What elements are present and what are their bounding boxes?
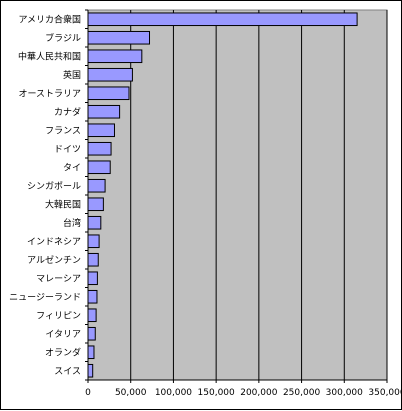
category-label: タイ (63, 162, 81, 173)
x-tick-label: 100,000 (155, 388, 192, 398)
category-label: フランス (45, 125, 81, 136)
bar (87, 271, 98, 286)
category-label: ニュージーランド (9, 292, 81, 303)
bar (87, 86, 130, 101)
bar (87, 234, 100, 249)
category-label: イタリア (45, 329, 81, 340)
bar (87, 252, 99, 267)
category-label: シンガポール (27, 181, 81, 192)
bar (87, 326, 96, 341)
category-label: アメリカ合衆国 (18, 13, 81, 25)
bar (87, 363, 94, 378)
bar (87, 141, 112, 156)
category-label: 台湾 (63, 217, 81, 229)
bar (87, 197, 104, 212)
bar (87, 178, 106, 193)
category-label: カナダ (54, 106, 81, 118)
x-tick-label: 150,000 (198, 388, 235, 398)
bar (87, 30, 151, 45)
category-label: アルゼンチン (27, 254, 81, 266)
bar (87, 49, 143, 64)
bar (87, 308, 97, 323)
category-label: オーストラリア (18, 88, 81, 99)
bar (87, 104, 121, 119)
bar (87, 67, 133, 82)
category-label: ドイツ (54, 145, 81, 155)
category-label: スイス (54, 367, 81, 377)
bar (87, 160, 111, 175)
x-tick-label: 350,000 (368, 388, 402, 398)
bar (87, 12, 358, 27)
category-label: 英国 (63, 69, 81, 81)
bar (87, 123, 115, 138)
x-tick-label: 50,000 (115, 388, 147, 398)
bar (87, 215, 102, 230)
x-tick-label: 250,000 (283, 388, 320, 398)
x-tick-label: 300,000 (326, 388, 363, 398)
category-label: ブラジル (45, 32, 81, 44)
plot-area (87, 9, 388, 381)
category-label: フィリピン (36, 310, 81, 321)
category-label: 大韓民国 (45, 198, 81, 210)
category-label: 中華人民共和国 (18, 50, 81, 62)
x-tick-label: 200,000 (240, 388, 277, 398)
bar (87, 345, 95, 360)
category-label: マレーシア (36, 274, 81, 284)
category-label: インドネシア (27, 236, 81, 247)
category-label: オランダ (45, 346, 81, 358)
bar (87, 289, 98, 304)
x-tick-label: 0 (85, 388, 91, 398)
